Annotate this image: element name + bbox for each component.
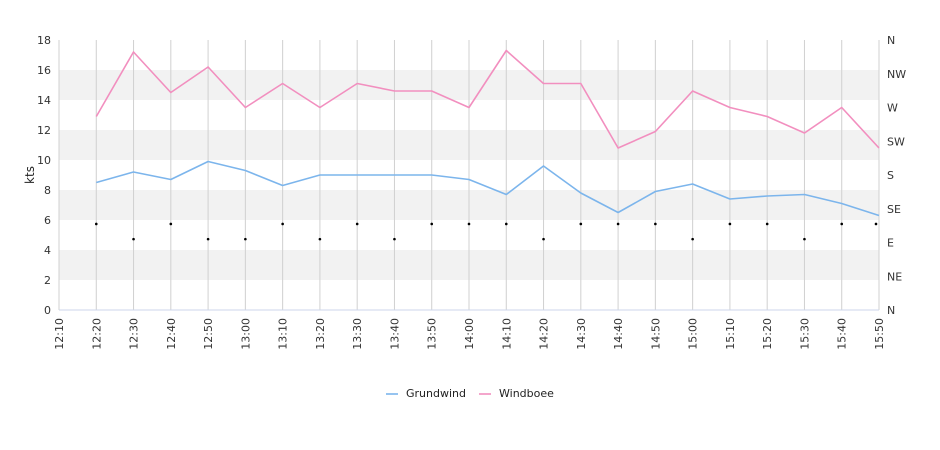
x-tick-label: 15:20 [761, 318, 774, 350]
x-tick-label: 14:40 [612, 318, 625, 350]
x-tick-label: 12:50 [202, 318, 215, 350]
direction-marker [765, 222, 769, 226]
direction-marker [393, 237, 396, 241]
y-tick-label: 10 [37, 154, 51, 167]
x-tick-label: 15:40 [836, 318, 849, 350]
direction-marker [244, 237, 247, 241]
y-tick-label: 12 [37, 124, 51, 137]
x-tick-label: 14:10 [500, 318, 513, 350]
direction-marker [206, 237, 210, 241]
y2-tick-label: NE [887, 270, 902, 283]
y-tick-label: 14 [37, 94, 51, 107]
x-tick-label: 13:30 [351, 318, 364, 350]
y2-tick-label: N [887, 304, 895, 317]
x-tick-label: 15:10 [724, 318, 737, 350]
x-tick-label: 14:30 [575, 318, 588, 350]
y-tick-label: 16 [37, 64, 51, 77]
y-tick-label: 0 [44, 304, 51, 317]
direction-marker [874, 222, 878, 226]
direction-marker [654, 222, 657, 226]
x-tick-label: 14:20 [538, 318, 551, 350]
x-axis-ticks: 12:10 12:20 12:30 12:40 12:50 13:00 13:10 13:20… [53, 318, 886, 350]
y2-tick-label: W [887, 102, 898, 115]
direction-marker [355, 222, 359, 226]
y-tick-label: 2 [44, 274, 51, 287]
direction-marker [281, 222, 284, 226]
series-line-grundwind [96, 160, 880, 217]
y2-tick-label: NW [887, 68, 906, 81]
direction-markers [94, 222, 878, 241]
direction-marker [504, 222, 508, 226]
x-tick-label: 14:00 [463, 318, 476, 350]
series-lines [95, 49, 880, 217]
x-tick-label: 14:50 [649, 318, 662, 350]
x-tick-label: 12:30 [128, 318, 141, 350]
y-axis-title: kts [23, 166, 37, 184]
y-tick-label: 4 [44, 244, 51, 257]
x-tick-label: 15:50 [873, 318, 886, 350]
legend: Grundwind Windboee [386, 387, 554, 400]
x-tick-label: 12:20 [90, 318, 103, 350]
y2-tick-label: S [887, 169, 894, 182]
y2-axis-ticks: N NE E SE S SW W NW N [887, 34, 906, 317]
x-tick-label: 15:00 [687, 318, 700, 350]
direction-marker [840, 222, 844, 226]
x-tick-label: 13:50 [426, 318, 439, 350]
y-axis-ticks: 0 2 4 6 8 10 12 14 16 18 [37, 34, 51, 317]
y-tick-label: 6 [44, 214, 51, 227]
direction-marker [318, 237, 322, 241]
direction-marker [803, 237, 806, 241]
series-line-windboee [95, 49, 880, 149]
y2-tick-label: SW [887, 135, 905, 148]
direction-marker [94, 222, 98, 226]
direction-marker [616, 222, 620, 226]
legend-item: Windboee [499, 387, 554, 400]
x-grid [58, 40, 880, 311]
x-tick-label: 12:40 [165, 318, 178, 350]
direction-marker [132, 237, 135, 241]
x-tick-label: 13:40 [388, 318, 401, 350]
direction-marker [579, 222, 583, 226]
x-tick-label: 15:30 [798, 318, 811, 350]
direction-marker [691, 237, 694, 241]
y2-tick-label: SE [887, 203, 901, 216]
direction-marker [430, 222, 434, 226]
direction-marker [169, 222, 173, 226]
x-tick-label: 13:20 [314, 318, 327, 350]
direction-marker [467, 222, 471, 226]
y-tick-label: 18 [37, 34, 51, 47]
y2-tick-label: N [887, 34, 895, 47]
x-tick-label: 12:10 [53, 318, 66, 350]
direction-marker [542, 237, 545, 241]
y-tick-label: 8 [44, 184, 51, 197]
x-tick-label: 13:10 [277, 318, 290, 350]
direction-marker [728, 222, 732, 226]
y2-tick-label: E [887, 237, 894, 250]
legend-item: Grundwind [406, 387, 466, 400]
x-tick-label: 13:00 [239, 318, 252, 350]
